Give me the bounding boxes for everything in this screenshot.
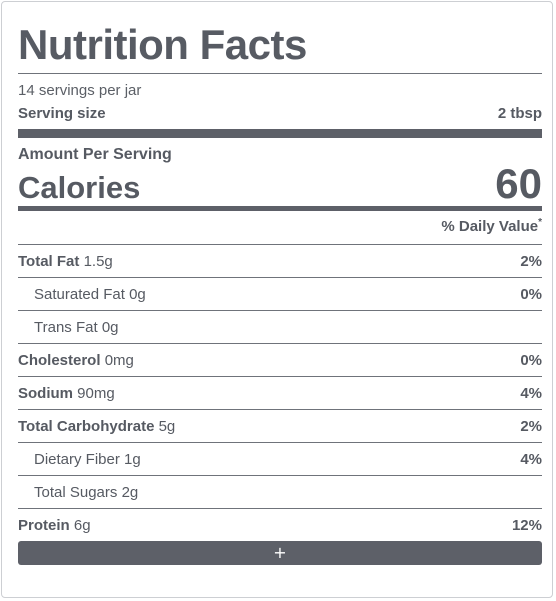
amount-per-serving: Amount Per Serving: [18, 146, 172, 163]
daily-value-header: % Daily Value*: [441, 217, 542, 235]
nutrient-amount: 5g: [158, 417, 176, 435]
nutrient-amount: 6g: [73, 516, 91, 534]
nutrient-daily-value: 4%: [520, 450, 542, 468]
nutrient-row-total-sugars: Total Sugars 2g: [18, 476, 542, 508]
nutrient-name: Protein: [18, 516, 70, 534]
calories-value: 60: [495, 160, 542, 207]
label-title: Nutrition Facts: [18, 21, 307, 68]
nutrient-row-sodium: Sodium 90mg 4%: [18, 377, 542, 409]
serving-size-label: Serving size: [18, 105, 106, 122]
daily-value-asterisk: *: [538, 217, 542, 228]
nutrient-daily-value: 12%: [511, 516, 542, 534]
row-divider: [18, 475, 542, 476]
serving-divider: [18, 129, 542, 138]
nutrient-name: Trans Fat: [34, 318, 98, 336]
nutrient-amount: 90mg: [77, 384, 115, 402]
nutrient-name: Dietary Fiber: [34, 450, 120, 468]
row-divider: [18, 343, 542, 344]
nutrient-row-saturated-fat: Saturated Fat 0g 0%: [18, 278, 542, 310]
nutrient-amount: 0g: [129, 285, 146, 303]
nutrient-name: Total Fat: [18, 252, 80, 270]
calories-divider: [18, 206, 542, 211]
plus-icon: +: [273, 543, 287, 562]
nutrient-amount: 0mg: [104, 351, 134, 369]
nutrient-row-total-fat: Total Fat 1.5g 2%: [18, 245, 542, 277]
nutrient-row-trans-fat: Trans Fat 0g: [18, 311, 542, 343]
nutrient-row-cholesterol: Cholesterol 0mg 0%: [18, 344, 542, 376]
row-divider: [18, 376, 542, 377]
row-divider: [18, 442, 542, 443]
nutrient-daily-value: 0%: [520, 285, 542, 303]
nutrient-amount: 0g: [101, 318, 119, 336]
nutrient-daily-value: 2%: [520, 252, 542, 270]
servings-per-container: 14 servings per jar: [18, 82, 142, 99]
nutrient-name: Cholesterol: [18, 351, 101, 369]
row-divider: [18, 409, 542, 410]
nutrient-name: Total Carbohydrate: [18, 417, 155, 435]
nutrient-row-protein: Protein 6g 12%: [18, 509, 542, 541]
row-divider: [18, 277, 542, 278]
nutrient-amount: 2g: [121, 483, 139, 501]
nutrient-name: Saturated Fat: [34, 285, 125, 303]
row-divider: [18, 508, 542, 509]
serving-size-row: Serving size 2 tbsp: [18, 105, 542, 122]
nutrient-daily-value: 4%: [520, 384, 542, 402]
title-divider: [18, 73, 542, 74]
calories-row: Calories 60: [18, 160, 542, 208]
nutrient-name: Total Sugars: [34, 483, 118, 501]
nutrient-daily-value: 0%: [520, 351, 542, 369]
daily-value-header-text: % Daily Value: [441, 218, 539, 235]
nutrient-amount: 1g: [124, 450, 141, 468]
nutrient-name: Sodium: [18, 384, 73, 402]
row-divider: [18, 310, 542, 311]
nutrient-row-dietary-fiber: Dietary Fiber 1g 4%: [18, 443, 542, 475]
calories-label: Calories: [18, 170, 141, 205]
nutrient-row-total-carbohydrate: Total Carbohydrate 5g 2%: [18, 410, 542, 442]
expand-button[interactable]: +: [18, 541, 542, 565]
row-divider: [18, 244, 542, 245]
nutrient-daily-value: 2%: [520, 417, 542, 435]
serving-size-value: 2 tbsp: [497, 105, 542, 122]
nutrient-amount: 1.5g: [83, 252, 113, 270]
